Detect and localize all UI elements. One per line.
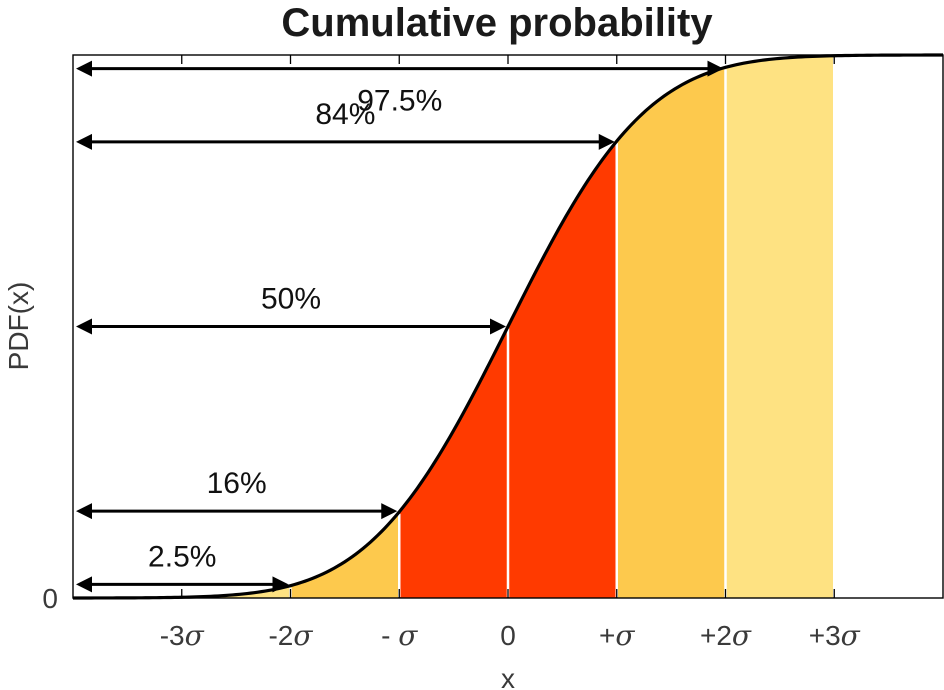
y-tick-labels: 0: [42, 583, 58, 614]
y-axis-label: PDF(x): [3, 282, 34, 371]
band-1: [181, 585, 291, 598]
band-4: [508, 141, 617, 598]
x-tick-labels: -3σ -2σ - σ 0 +σ +2σ +3σ: [160, 619, 861, 652]
arrow-annotation-3: 50%: [76, 283, 506, 335]
arrow-annotation-1: 2.5%: [76, 540, 289, 593]
x-axis-label: x: [501, 663, 515, 690]
arrow-head-right: [598, 133, 615, 150]
x-tick-label: - σ: [381, 619, 418, 652]
arrow-annotation-4: 84%: [76, 98, 615, 150]
percentage-label: 2.5%: [148, 540, 216, 573]
arrow-head-left: [76, 576, 92, 593]
arrow-head-right: [707, 60, 724, 77]
percentage-arrows: 2.5% 16% 50% 84%97.5%: [76, 60, 724, 593]
arrow-head-left: [76, 133, 92, 150]
x-tick-label: +σ: [599, 619, 635, 652]
arrow-annotation-2: 16%: [76, 467, 398, 520]
arrow-annotation-5: 97.5%: [76, 60, 724, 118]
arrow-head-left: [76, 318, 92, 335]
percentage-label: 84%: [315, 98, 375, 131]
x-tick-label: -2σ: [268, 619, 313, 652]
probability-bands: [181, 55, 836, 599]
axis-ticks: [181, 55, 835, 598]
arrow-head-right: [381, 503, 398, 520]
band-5: [616, 67, 726, 599]
arrow-head-left: [76, 503, 92, 520]
chart-title: Cumulative probability: [281, 1, 713, 45]
cdf-curve: [73, 53, 943, 600]
y-tick-label: 0: [42, 583, 58, 614]
x-tick-label: +2σ: [700, 619, 752, 652]
arrow-head-left: [76, 60, 92, 77]
x-tick-label: +3σ: [809, 619, 861, 652]
band-2: [290, 511, 400, 598]
band-6: [725, 55, 835, 599]
percentage-label: 50%: [261, 283, 321, 316]
arrow-head-right: [272, 576, 289, 593]
band-3: [399, 326, 508, 598]
x-tick-label: 0: [500, 620, 516, 651]
percentage-label: 16%: [207, 467, 267, 500]
percentage-label: 97.5%: [357, 85, 442, 118]
arrow-head-right: [490, 318, 506, 335]
x-tick-label: -3σ: [160, 619, 205, 652]
